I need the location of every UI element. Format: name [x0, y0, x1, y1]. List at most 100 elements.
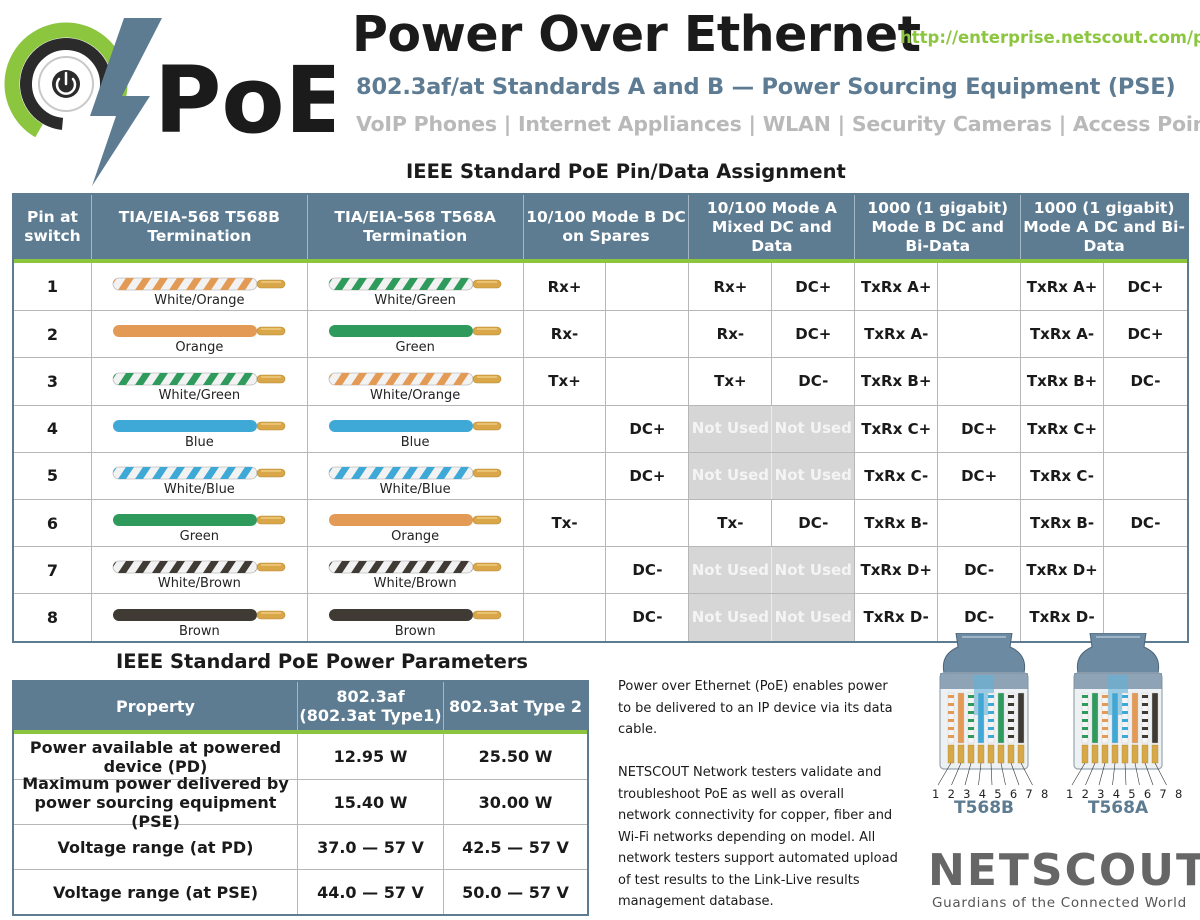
signal-cell: DC- — [606, 547, 690, 594]
wire-icon — [329, 608, 502, 621]
table-row: Maximum power delivered by power sourcin… — [14, 774, 587, 831]
table-row: 6 Green Orange Tx- Tx- DC- TxRx B- TxRx B- DC- — [14, 498, 1187, 547]
page-title: Power Over Ethernet — [352, 6, 921, 63]
signal-cell: DC- — [1130, 514, 1161, 533]
at-value-cell: 25.50 W — [478, 747, 553, 766]
signal-cell: DC+ — [606, 452, 690, 499]
signal-cell — [1104, 406, 1187, 452]
signal-cell: TxRx B+ — [1021, 358, 1105, 405]
t568b-wire-cell: Blue — [92, 405, 308, 452]
wire-color-label: White/Brown — [373, 576, 457, 592]
t568b-wire-cell: Green — [92, 499, 308, 547]
wire-icon — [112, 277, 286, 291]
signal-cell: TxRx D+ — [855, 547, 939, 594]
not-used-cell: Not Used — [772, 405, 856, 452]
signal-cell — [524, 405, 607, 452]
wire-icon — [113, 514, 286, 527]
header-pin: Pin at switch — [14, 195, 92, 259]
pin-number: 6 — [14, 499, 92, 547]
signal-cell: Tx+ — [524, 358, 607, 405]
signal-cell: TxRx B- — [855, 499, 939, 547]
signal-cell: DC+ — [938, 405, 1022, 452]
wire-color-label: White/Orange — [154, 293, 245, 309]
signal-cell: Rx+ — [524, 263, 607, 311]
description-paragraph: NETSCOUT Network testers validate and tr… — [618, 765, 898, 909]
signal-cell: Rx- — [689, 311, 773, 358]
signal-cell: DC- — [772, 499, 856, 547]
signal-cell — [938, 499, 1022, 547]
logo-text: PoE — [154, 47, 334, 154]
table-row: 5 White/Blue White/Blue DC+ Not Used Not Used… — [14, 451, 1187, 499]
pin-number: 3 — [14, 358, 92, 405]
wire-icon — [113, 608, 286, 621]
at-value-cell: 50.0 — 57 V — [462, 882, 569, 902]
table-row: Voltage range (at PSE) 44.0 — 57 V 50.0 — … — [14, 869, 587, 914]
t568b-wire-cell: Brown — [92, 594, 308, 641]
signal-cell: TxRx C- — [1021, 452, 1105, 499]
t568b-wire-cell: White/Orange — [92, 263, 308, 311]
t568a-wire-cell: White/Orange — [308, 358, 524, 405]
property-cell: Maximum power delivered by power sourcin… — [14, 774, 298, 831]
table-row: 2 Orange Green Rx- Rx- DC+ TxRx A- TxRx A- DC+ — [14, 310, 1187, 358]
t568a-connector: 1 2 3 4 5 6 7 8 T568A — [1062, 633, 1182, 823]
signal-cell: DC+ — [606, 405, 690, 452]
wire-icon — [112, 466, 286, 480]
wire-color-label: Green — [395, 340, 435, 356]
at-value-cell: 42.5 — 57 V — [462, 837, 569, 857]
signal-cell — [524, 594, 607, 641]
signal-cell — [606, 263, 690, 311]
connector-label: T568A — [1087, 798, 1149, 818]
signal-cell: DC+ — [1127, 277, 1164, 296]
not-used-cell: Not Used — [689, 594, 773, 641]
t568a-wire-cell: White/Green — [308, 263, 524, 311]
af-value-cell: 37.0 — 57 V — [298, 825, 444, 869]
wire-icon — [329, 325, 502, 338]
signal-cell: Rx+ — [689, 263, 773, 311]
pin-table-title: IEEE Standard PoE Pin/Data Assignment — [406, 160, 846, 183]
poe-logo: PoE — [4, 8, 347, 188]
wire-color-label: Brown — [178, 623, 220, 639]
t568b-wire-cell: White/Brown — [92, 547, 308, 594]
not-used-cell: Not Used — [689, 452, 773, 499]
af-value-cell: 12.95 W — [298, 734, 444, 779]
table-row: 1 White/Orange White/Green Rx+ Rx+ DC+ TxRx A+… — [14, 263, 1187, 311]
connector-pin-numbers: 1 2 3 4 5 6 7 8 — [1066, 787, 1185, 801]
not-used-cell: Not Used — [772, 452, 856, 499]
signal-cell — [938, 263, 1022, 311]
power-table-body: Power available at powered device (PD) 12… — [14, 734, 587, 914]
power-table-header: Property 802.3af (802.3at Type1) 802.3at… — [14, 682, 587, 730]
wire-color-label: Blue — [184, 434, 214, 450]
signal-cell: TxRx D- — [1021, 594, 1105, 641]
t568a-wire-cell: Orange — [308, 499, 524, 547]
signal-cell: DC- — [938, 547, 1022, 594]
t568b-wire-cell: Orange — [92, 311, 308, 358]
signal-cell: TxRx C+ — [1021, 405, 1105, 452]
header-gig-mode-a: 1000 (1 gigabit) Mode A DC and Bi-Data — [1023, 198, 1185, 255]
signal-cell: DC+ — [938, 452, 1022, 499]
signal-cell — [606, 311, 690, 358]
pin-number: 4 — [14, 405, 92, 452]
signal-cell: DC- — [1130, 372, 1161, 391]
table-row: 8 Brown Brown DC- Not Used Not Used TxRx D- DC-… — [14, 593, 1187, 641]
signal-cell: DC+ — [772, 263, 856, 311]
af-value-cell: 15.40 W — [298, 780, 444, 824]
signal-cell — [524, 452, 607, 499]
power-table-title: IEEE Standard PoE Power Parameters — [116, 650, 529, 673]
header-accent-bar — [14, 730, 587, 734]
table-row: 7 White/Brown White/Brown DC- Not Used Not Us… — [14, 546, 1187, 594]
signal-cell: DC- — [606, 594, 690, 641]
page-subtitle: 802.3af/at Standards A and B — Power Sou… — [356, 74, 1176, 100]
signal-cell: TxRx B- — [1021, 499, 1105, 547]
header-t568b: TIA/EIA-568 T568B Termination — [92, 195, 308, 259]
signal-cell — [524, 547, 607, 594]
table-row: 4 Blue Blue DC+ Not Used Not Used TxRx C+ DC+ Tx… — [14, 404, 1187, 452]
wire-icon — [113, 419, 286, 432]
property-cell: Voltage range (at PSE) — [14, 870, 298, 914]
website-link[interactable]: http://enterprise.netscout.com/poe — [900, 28, 1200, 47]
wire-color-label: White/Orange — [370, 387, 461, 403]
signal-cell: TxRx B+ — [855, 358, 939, 405]
pin-table-body: 1 White/Orange White/Green Rx+ Rx+ DC+ TxRx A+… — [14, 263, 1187, 641]
signal-cell — [606, 358, 690, 405]
wire-icon — [328, 277, 502, 291]
signal-cell — [606, 499, 690, 547]
